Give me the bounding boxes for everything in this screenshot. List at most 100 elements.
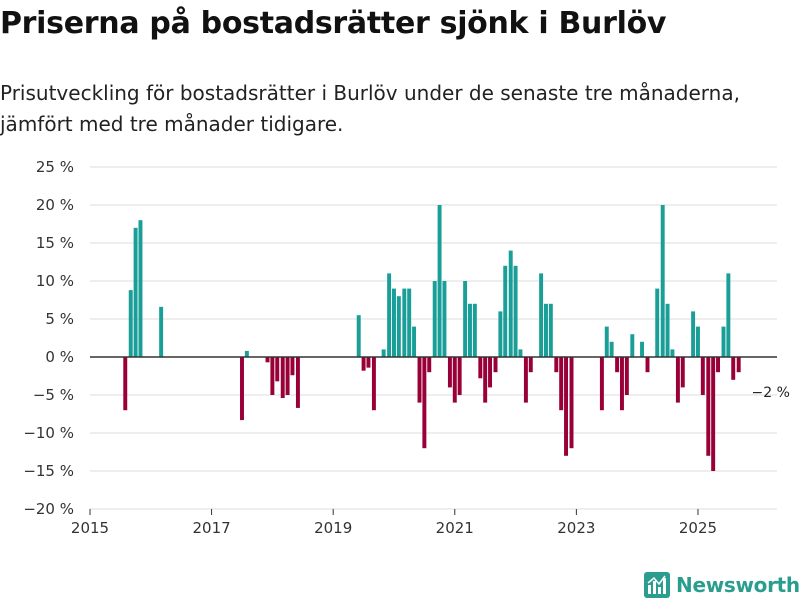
y-tick-label: −20 %	[23, 500, 74, 518]
bar	[447, 357, 452, 388]
bar	[695, 326, 700, 357]
y-tick-label: 20 %	[36, 196, 74, 214]
bar	[599, 357, 604, 411]
bar	[275, 357, 280, 382]
bar	[123, 357, 128, 411]
bar	[265, 357, 270, 363]
x-tick-label: 2015	[71, 519, 109, 537]
bar	[691, 311, 696, 357]
x-tick-label: 2019	[314, 519, 352, 537]
bar	[624, 357, 629, 395]
bar	[604, 326, 609, 357]
bar	[700, 357, 705, 395]
y-tick-label: 25 %	[36, 158, 74, 176]
bar	[528, 357, 533, 373]
bar	[361, 357, 366, 371]
bar	[655, 288, 660, 357]
bar	[427, 357, 432, 373]
bar	[665, 303, 670, 357]
bar	[138, 220, 143, 357]
bar	[280, 357, 285, 399]
bar	[417, 357, 422, 403]
bar	[721, 326, 726, 357]
bar	[452, 357, 457, 403]
bar	[270, 357, 275, 395]
y-tick-label: 5 %	[45, 310, 74, 328]
bar	[498, 311, 503, 357]
annotations: −2 %	[752, 385, 790, 401]
chart-subtitle: Prisutveckling för bostadsrätter i Burlö…	[0, 81, 740, 136]
y-tick-label: −10 %	[23, 424, 74, 442]
bar	[660, 205, 665, 357]
bars	[123, 205, 741, 471]
bar	[244, 350, 249, 357]
bar	[615, 357, 620, 373]
bar	[675, 357, 680, 403]
bar	[478, 357, 483, 379]
bar	[630, 334, 635, 357]
bar	[559, 357, 564, 411]
bar	[396, 296, 401, 357]
bar	[412, 326, 417, 357]
bar	[548, 303, 553, 357]
bar	[371, 357, 376, 411]
bar	[569, 357, 574, 449]
y-tick-label: −5 %	[33, 386, 74, 404]
last-value-label: −2 %	[752, 385, 790, 401]
bar	[407, 288, 412, 357]
bar	[422, 357, 427, 449]
bar	[513, 265, 518, 357]
bar	[523, 357, 528, 403]
bar	[726, 273, 731, 357]
bar	[392, 288, 396, 357]
bar	[609, 341, 614, 357]
bar	[731, 357, 736, 380]
bar	[619, 357, 624, 411]
y-tick-label: 10 %	[36, 272, 74, 290]
x-tick-label: 2025	[679, 519, 717, 537]
bar	[457, 357, 462, 395]
y-axis: 25 % 20 % 15 % 10 % 5 % 0 % −5 % −10 % −15 % −20 …	[23, 158, 74, 518]
bar	[518, 349, 523, 357]
bar	[472, 303, 477, 357]
bar	[706, 357, 711, 456]
bar	[463, 281, 468, 357]
bar	[488, 357, 493, 388]
chart-title: Priserna på bostadsrätter sjönk i Burlöv	[0, 6, 667, 41]
bar	[716, 357, 720, 373]
y-tick-label: −15 %	[23, 462, 74, 480]
bar	[564, 357, 569, 456]
bar	[437, 205, 442, 357]
bar	[128, 290, 133, 357]
bar	[366, 357, 371, 368]
bar	[442, 281, 447, 357]
bar	[539, 273, 544, 357]
bar	[402, 288, 407, 357]
bar	[503, 265, 508, 357]
bar	[295, 357, 300, 408]
bar	[381, 349, 386, 357]
x-axis: 2015 2017 2019 2021 2023 2025	[71, 509, 717, 537]
bar	[483, 357, 488, 403]
bar	[736, 357, 741, 373]
bar	[508, 250, 513, 357]
x-tick-label: 2021	[436, 519, 474, 537]
bar	[133, 227, 138, 357]
bar	[645, 357, 650, 373]
bar	[356, 315, 361, 357]
bar	[432, 281, 437, 357]
bar	[554, 357, 559, 373]
newsworthy-logo[interactable]: Newsworthy	[644, 570, 800, 600]
bar	[285, 357, 290, 395]
bar	[711, 357, 716, 471]
bar	[640, 341, 645, 357]
bar	[544, 303, 548, 357]
x-tick-label: 2023	[557, 519, 595, 537]
bar	[159, 306, 164, 357]
y-tick-label: 15 %	[36, 234, 74, 252]
y-tick-label: 0 %	[45, 348, 74, 366]
bar	[670, 349, 675, 357]
bar	[468, 303, 472, 357]
bar	[493, 357, 498, 373]
